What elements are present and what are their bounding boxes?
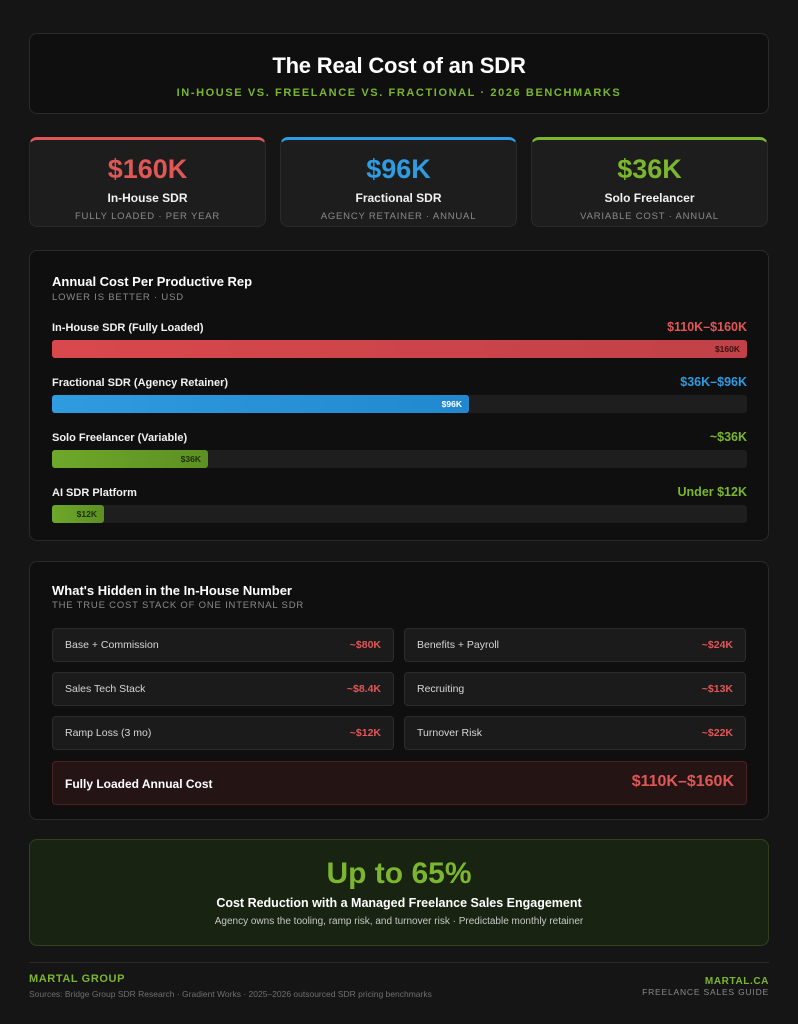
stat-card-in-house: $160K In-House SDR FULLY LOADED · PER YE… bbox=[29, 137, 266, 227]
bar-range-label: $110K–$160K bbox=[667, 320, 747, 334]
hidden-costs-card: What's Hidden in the In-House Number THE… bbox=[29, 561, 769, 820]
cost-item-value: ~$13K bbox=[701, 683, 733, 695]
cost-item-name: Base + Commission bbox=[65, 639, 159, 651]
promo-headline: Up to 65% bbox=[326, 857, 472, 890]
footer-guide: FREELANCE SALES GUIDE bbox=[642, 987, 769, 997]
cost-item-value: ~$22K bbox=[701, 727, 733, 739]
promo-title: Cost Reduction with a Managed Freelance … bbox=[216, 896, 582, 910]
bar-row: Solo Freelancer (Variable) ~$36K $36K bbox=[52, 430, 747, 472]
bar: $160K bbox=[52, 340, 747, 358]
cost-item-name: Recruiting bbox=[417, 683, 465, 695]
chart-subtitle: LOWER IS BETTER · USD bbox=[52, 292, 184, 303]
stat-label: Solo Freelancer bbox=[604, 191, 695, 205]
cost-item: Turnover Risk ~$22K bbox=[404, 716, 746, 750]
promo-subtitle: Agency owns the tooling, ramp risk, and … bbox=[214, 916, 584, 927]
cost-item-value: ~$8.4K bbox=[346, 683, 381, 695]
bar-value-label: $12K bbox=[76, 509, 97, 519]
total-cost-label: Fully Loaded Annual Cost bbox=[65, 777, 213, 791]
footer-divider bbox=[29, 962, 769, 963]
stat-value: $36K bbox=[617, 154, 682, 184]
footer-sources: Sources: Bridge Group SDR Research · Gra… bbox=[29, 989, 432, 999]
stat-label: In-House SDR bbox=[107, 191, 188, 205]
cost-item-value: ~$24K bbox=[701, 639, 733, 651]
cost-item-value: ~$80K bbox=[349, 639, 381, 651]
bar: $12K bbox=[52, 505, 104, 523]
cost-item-name: Turnover Risk bbox=[417, 727, 482, 739]
chart-title: Annual Cost Per Productive Rep bbox=[52, 274, 253, 289]
cost-item-name: Benefits + Payroll bbox=[417, 639, 500, 651]
cost-item-name: Ramp Loss (3 mo) bbox=[65, 727, 152, 739]
bar-range-label: Under $12K bbox=[677, 485, 747, 499]
total-cost-value: $110K–$160K bbox=[631, 773, 734, 790]
bar-row: AI SDR Platform Under $12K $12K bbox=[52, 485, 747, 527]
promo-card: Up to 65% Cost Reduction with a Managed … bbox=[29, 839, 769, 946]
page-subtitle: IN-HOUSE VS. FREELANCE VS. FRACTIONAL · … bbox=[176, 87, 622, 99]
stat-card-fractional: $96K Fractional SDR AGENCY RETAINER · AN… bbox=[280, 137, 517, 227]
cost-item: Recruiting ~$13K bbox=[404, 672, 746, 706]
bar-value-label: $96K bbox=[441, 399, 462, 409]
stat-note: FULLY LOADED · PER YEAR bbox=[74, 211, 221, 222]
bar-track: $12K bbox=[52, 505, 747, 523]
bar: $36K bbox=[52, 450, 208, 468]
stat-label: Fractional SDR bbox=[355, 191, 442, 205]
stat-value: $160K bbox=[107, 154, 188, 184]
bar-value-label: $160K bbox=[714, 344, 740, 354]
cost-chart-card: Annual Cost Per Productive Rep LOWER IS … bbox=[29, 250, 769, 541]
bar-track: $96K bbox=[52, 395, 747, 413]
bar-category-label: Solo Freelancer (Variable) bbox=[52, 432, 188, 444]
hidden-subtitle: THE TRUE COST STACK OF ONE INTERNAL SDR bbox=[52, 600, 305, 611]
cost-item: Ramp Loss (3 mo) ~$12K bbox=[52, 716, 394, 750]
footer-site-link[interactable]: MARTAL.CA bbox=[704, 976, 769, 987]
stat-card-freelancer: $36K Solo Freelancer VARIABLE COST · ANN… bbox=[531, 137, 768, 227]
stat-note: VARIABLE COST · ANNUAL bbox=[580, 211, 719, 222]
bar-value-label: $36K bbox=[180, 454, 201, 464]
cost-item: Sales Tech Stack ~$8.4K bbox=[52, 672, 394, 706]
hidden-title: What's Hidden in the In-House Number bbox=[52, 583, 292, 598]
bar-track: $160K bbox=[52, 340, 747, 358]
stat-note: AGENCY RETAINER · ANNUAL bbox=[320, 211, 477, 222]
bar-category-label: AI SDR Platform bbox=[52, 487, 137, 499]
bar-category-label: Fractional SDR (Agency Retainer) bbox=[52, 377, 229, 389]
header-card: The Real Cost of an SDR IN-HOUSE VS. FRE… bbox=[29, 33, 769, 114]
bar: $96K bbox=[52, 395, 469, 413]
bar-category-label: In-House SDR (Fully Loaded) bbox=[52, 322, 204, 334]
cost-item: Base + Commission ~$80K bbox=[52, 628, 394, 662]
stat-value: $96K bbox=[366, 154, 431, 184]
bar-range-label: ~$36K bbox=[709, 430, 747, 444]
cost-item-name: Sales Tech Stack bbox=[65, 683, 146, 695]
bar-row: In-House SDR (Fully Loaded) $110K–$160K $1… bbox=[52, 320, 747, 362]
footer-brand: MARTAL GROUP bbox=[29, 973, 126, 985]
total-cost-row: Fully Loaded Annual Cost $110K–$160K bbox=[52, 761, 747, 805]
bar-row: Fractional SDR (Agency Retainer) $36K–$96… bbox=[52, 375, 747, 417]
page-title: The Real Cost of an SDR bbox=[272, 53, 526, 78]
bar-range-label: $36K–$96K bbox=[680, 375, 747, 389]
cost-item-value: ~$12K bbox=[349, 727, 381, 739]
bar-track: $36K bbox=[52, 450, 747, 468]
cost-item: Benefits + Payroll ~$24K bbox=[404, 628, 746, 662]
